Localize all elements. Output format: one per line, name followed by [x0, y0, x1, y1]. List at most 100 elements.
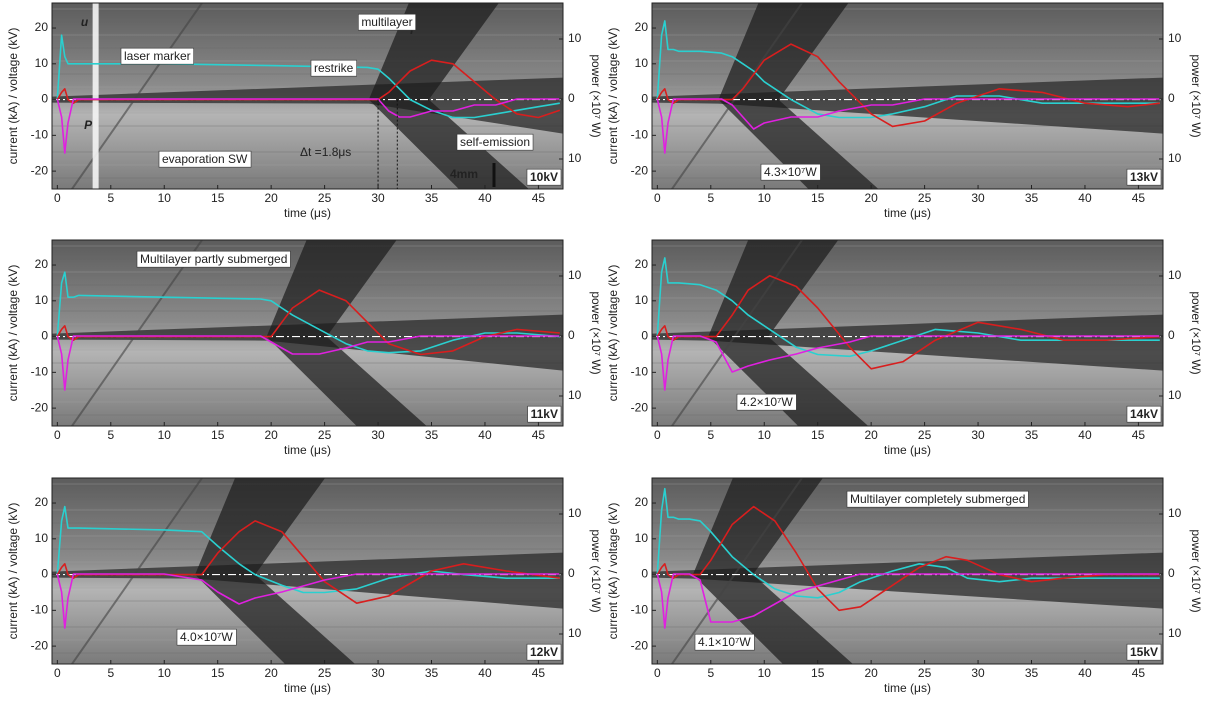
plot-frame	[51, 477, 564, 665]
x-tick-label: 5	[107, 428, 114, 442]
x-tick-label: 35	[1025, 666, 1039, 680]
x-tick-label: 0	[54, 191, 61, 205]
panel-label: 10kV	[530, 170, 558, 184]
y2-tick-label: 10	[1168, 506, 1182, 520]
y-tick-label: 10	[635, 56, 649, 70]
y2-tick-label: 10	[568, 151, 582, 165]
dark-band	[718, 3, 879, 189]
y-axis-label: current (kA) / voltage (kV)	[6, 265, 20, 402]
x-axis-label: time (μs)	[884, 206, 931, 220]
y2-tick-label: 10	[1168, 388, 1182, 402]
plot-area	[652, 240, 1163, 426]
y2-axis-label: power (×10⁷ W)	[1189, 291, 1203, 374]
series-line	[56, 520, 560, 604]
x-tick-label: 20	[264, 666, 278, 680]
annotation: evaporation SW	[162, 152, 248, 166]
panel: 0 5 10 15 20 25 30 35 40 45 -20 -10 0 10 20 10 0 10 time (…	[6, 477, 603, 695]
x-axis-label: time (μs)	[284, 681, 331, 695]
label-box	[176, 628, 237, 646]
y2-axis-label: power (×10⁷ W)	[589, 529, 603, 612]
annotation: 4.0×10⁷W	[180, 630, 233, 644]
series-line	[56, 98, 560, 154]
diagonal-streak	[671, 240, 803, 426]
x-tick-label: 30	[971, 428, 985, 442]
x-tick-label: 5	[707, 428, 714, 442]
x-tick-label: 40	[478, 191, 492, 205]
y-tick-label: 20	[635, 495, 649, 509]
y2-tick-label: 10	[1168, 151, 1182, 165]
dark-band	[266, 240, 427, 426]
y-tick-label: 10	[35, 531, 49, 545]
y-tick-label: 0	[641, 329, 648, 343]
x-tick-label: 10	[158, 191, 172, 205]
series-line	[656, 573, 1160, 629]
label-box	[1126, 405, 1162, 423]
y-tick-label: -20	[631, 400, 649, 414]
dark-band	[368, 3, 529, 189]
annotation: Δt =1.8μs	[300, 145, 351, 159]
x-tick-label: 40	[478, 666, 492, 680]
x-tick-label: 25	[918, 428, 932, 442]
annotation: self-emission	[460, 135, 530, 149]
x-tick-label: 5	[107, 191, 114, 205]
series-line	[56, 271, 560, 354]
series-line	[656, 98, 1160, 154]
x-tick-label: 10	[758, 428, 772, 442]
label-box	[1126, 643, 1162, 661]
annotation: laser marker	[124, 49, 191, 63]
y-tick-label: -20	[631, 163, 649, 177]
x-tick-label: 15	[211, 428, 225, 442]
series-line	[656, 275, 1160, 370]
diagonal-streak	[671, 478, 803, 664]
x-tick-label: 30	[371, 666, 385, 680]
y2-tick-label: 10	[568, 626, 582, 640]
x-tick-label: 20	[864, 428, 878, 442]
y2-tick-label: 0	[1168, 566, 1175, 580]
x-tick-label: 15	[811, 428, 825, 442]
panel-label: 13kV	[1130, 170, 1158, 184]
x-tick-label: 25	[318, 428, 332, 442]
y2-axis-label: power (×10⁷ W)	[1189, 54, 1203, 137]
label-box	[456, 133, 534, 151]
panel-label: 15kV	[1130, 645, 1158, 659]
dark-wedge	[652, 552, 1163, 609]
label-box	[736, 393, 797, 411]
series-line	[56, 34, 560, 119]
x-tick-label: 20	[264, 191, 278, 205]
x-tick-label: 35	[1025, 191, 1039, 205]
x-tick-label: 0	[54, 428, 61, 442]
x-tick-label: 5	[107, 666, 114, 680]
y2-tick-label: 10	[568, 506, 582, 520]
panel: 0 5 10 15 20 25 30 35 40 45 -20 -10 0 10 20 10 0 10 time (…	[606, 239, 1203, 457]
y-tick-label: 0	[41, 567, 48, 581]
y-tick-label: 20	[35, 495, 49, 509]
y-tick-label: 20	[635, 257, 649, 271]
y2-tick-label: 10	[1168, 31, 1182, 45]
label-box	[158, 150, 252, 168]
y-tick-label: -20	[31, 400, 49, 414]
label-box	[526, 643, 562, 661]
label-box	[694, 633, 755, 651]
y-axis-label: current (kA) / voltage (kV)	[6, 503, 20, 640]
y2-axis-label: power (×10⁷ W)	[589, 54, 603, 137]
y2-tick-label: 10	[1168, 268, 1182, 282]
x-tick-label: 25	[918, 666, 932, 680]
x-tick-label: 45	[532, 666, 546, 680]
series-line	[56, 59, 561, 119]
y2-tick-label: 10	[1168, 626, 1182, 640]
dark-band	[708, 240, 869, 426]
annotation: restrike	[314, 61, 354, 75]
y-tick-label: 0	[641, 567, 648, 581]
panel: uIP051015202530354045-20-100102010010tim…	[6, 2, 603, 220]
x-tick-label: 30	[971, 666, 985, 680]
x-tick-label: 0	[54, 666, 61, 680]
x-tick-label: 35	[425, 191, 439, 205]
plot-frame	[51, 2, 564, 190]
y-tick-label: -20	[31, 163, 49, 177]
label-box	[136, 250, 291, 268]
x-tick-label: 20	[864, 666, 878, 680]
series-label: P	[84, 118, 93, 132]
x-tick-label: 35	[425, 428, 439, 442]
x-tick-label: 10	[158, 428, 172, 442]
